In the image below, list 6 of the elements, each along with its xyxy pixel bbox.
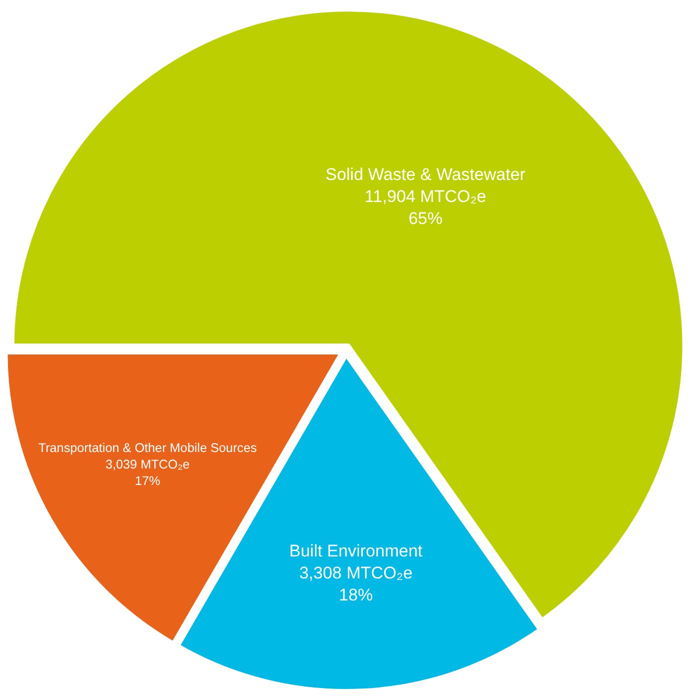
data-label: 3,308 MTCO₂e 18% [299, 564, 413, 605]
slice-label: Solid Waste & Wastewater [325, 164, 526, 184]
data-label: 3,039 MTCO₂e 17% [105, 458, 190, 488]
slice-label: Transportation & Other Mobile Sources [38, 441, 257, 456]
data-label: 11,904 MTCO₂e 65% [364, 186, 486, 228]
slice-label: Built Environment [289, 541, 423, 560]
